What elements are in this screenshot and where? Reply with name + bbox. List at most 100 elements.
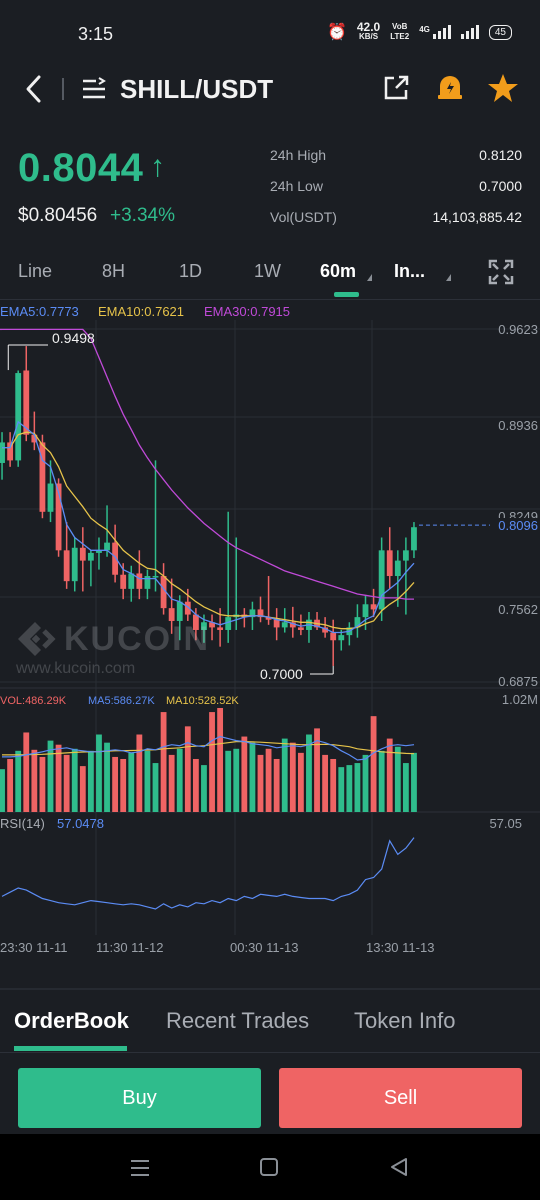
time-axis-label: 13:30 11-13 — [366, 940, 435, 955]
rsi-label: RSI(14) — [0, 816, 45, 831]
candle-body — [402, 550, 409, 561]
volume-bar — [411, 752, 417, 812]
candle-body — [120, 574, 127, 589]
low-label: 24h Low — [270, 178, 323, 194]
ema5-line — [2, 420, 415, 634]
volume-bar — [144, 750, 151, 812]
volume-bar — [79, 766, 86, 812]
candlestick-chart[interactable] — [0, 320, 540, 960]
high-marker-label: 0.9498 — [52, 330, 95, 346]
candle-body — [249, 609, 256, 618]
volume-indicator-label: VOL:486.29K — [0, 695, 67, 707]
candle-body — [225, 617, 232, 630]
tab-1d[interactable]: 1D — [179, 261, 203, 281]
candle-body — [168, 608, 175, 621]
price-up-arrow-icon: ↑ — [150, 150, 165, 183]
battery-icon: 45 — [488, 24, 512, 40]
candle-body — [354, 617, 361, 628]
candle-body — [136, 573, 143, 589]
volume-bar — [31, 749, 38, 812]
volume-bar — [265, 748, 272, 812]
candle-body — [273, 619, 280, 628]
home-icon[interactable] — [258, 1156, 280, 1178]
volume-bar — [297, 752, 304, 812]
tab-recent-trades[interactable]: Recent Trades — [166, 1008, 310, 1033]
volume-bar — [23, 732, 30, 812]
divider — [0, 1052, 540, 1053]
volume-bar — [192, 758, 199, 812]
volume-bar — [386, 738, 393, 812]
time-axis-label: 23:30 11-11 — [0, 940, 68, 955]
volume-bar — [71, 748, 78, 812]
candle-body — [96, 550, 102, 553]
pair-title[interactable]: SHILL/USDT — [120, 74, 274, 104]
active-tab-indicator — [334, 292, 359, 297]
volume-bar — [233, 748, 240, 812]
menu-icon[interactable] — [80, 76, 108, 102]
tab-1w[interactable]: 1W — [254, 261, 281, 281]
divider — [0, 299, 540, 300]
volume-bar — [306, 734, 312, 812]
candle-body — [63, 550, 70, 582]
dropdown-triangle-icon-2 — [446, 274, 451, 281]
candle-body — [386, 550, 393, 577]
volume-bar — [63, 754, 70, 812]
volume-bar — [136, 734, 143, 812]
low-marker-label: 0.7000 — [260, 666, 303, 682]
header: SHILL/USDT — [0, 62, 540, 116]
ema30-line — [2, 328, 414, 600]
usd-price: $0.80456 — [18, 205, 98, 226]
share-icon[interactable] — [382, 74, 410, 102]
back-icon[interactable] — [388, 1156, 410, 1178]
volume-bar — [273, 758, 280, 812]
tab-orderbook[interactable]: OrderBook — [14, 1008, 129, 1033]
candle-body — [152, 576, 159, 578]
recent-apps-icon[interactable] — [128, 1158, 152, 1178]
high-value: 0.8120 — [479, 147, 522, 163]
candle-body — [378, 550, 385, 610]
volume-bar — [120, 758, 127, 812]
volume-bar — [330, 758, 337, 812]
candle-body — [104, 542, 110, 551]
volume-bar — [362, 754, 369, 812]
tab-line[interactable]: Line — [18, 261, 53, 281]
sell-button[interactable]: Sell — [279, 1068, 522, 1128]
price-axis-label: 0.6875 — [498, 674, 538, 689]
volume-bar — [87, 750, 94, 812]
net-speed: 42.0 KB/S — [356, 20, 381, 41]
price-axis-label: 0.7562 — [498, 602, 538, 617]
tab-token-info[interactable]: Token Info — [354, 1008, 456, 1033]
candle-body — [47, 483, 54, 512]
candle-body — [394, 560, 401, 577]
active-tab-indicator — [14, 1046, 127, 1051]
volume-label: Vol(USDT) — [270, 209, 337, 225]
volume-bar — [112, 756, 119, 812]
volume-bar — [15, 750, 22, 812]
candle-body — [160, 576, 167, 609]
candle-body — [201, 622, 207, 630]
volume-ma10-line — [2, 741, 415, 756]
volume-bar — [402, 763, 409, 812]
back-arrow-icon[interactable] — [22, 74, 46, 104]
price-axis-label: 0.9623 — [498, 322, 538, 337]
current-price-tag: 0.8096 — [498, 518, 538, 533]
buy-button[interactable]: Buy — [18, 1068, 261, 1128]
price-alert-bell-icon[interactable] — [434, 72, 466, 104]
tab-60m[interactable]: 60m — [320, 261, 357, 281]
tab-8h[interactable]: 8H — [102, 261, 126, 281]
status-bar: 3:15 ⏰ 42.0 KB/S VoB LTE2 4G 45 — [0, 0, 540, 70]
volume-bar — [378, 750, 385, 812]
status-time: 3:15 — [78, 24, 114, 44]
volume-ma5-label: MA5:586.27K — [88, 695, 155, 707]
volume-value: 14,103,885.42 — [432, 209, 522, 225]
volume-bar — [168, 754, 175, 812]
volume-bar — [152, 763, 159, 812]
volume-bar — [322, 754, 329, 812]
price-axis-label: 0.8936 — [498, 418, 538, 433]
candle-body — [112, 542, 119, 575]
candle-body — [87, 552, 94, 561]
candle-body — [184, 601, 191, 615]
fullscreen-icon[interactable] — [487, 258, 515, 286]
favorite-star-icon[interactable] — [487, 72, 519, 104]
tab-indicators[interactable]: In... — [394, 261, 425, 281]
